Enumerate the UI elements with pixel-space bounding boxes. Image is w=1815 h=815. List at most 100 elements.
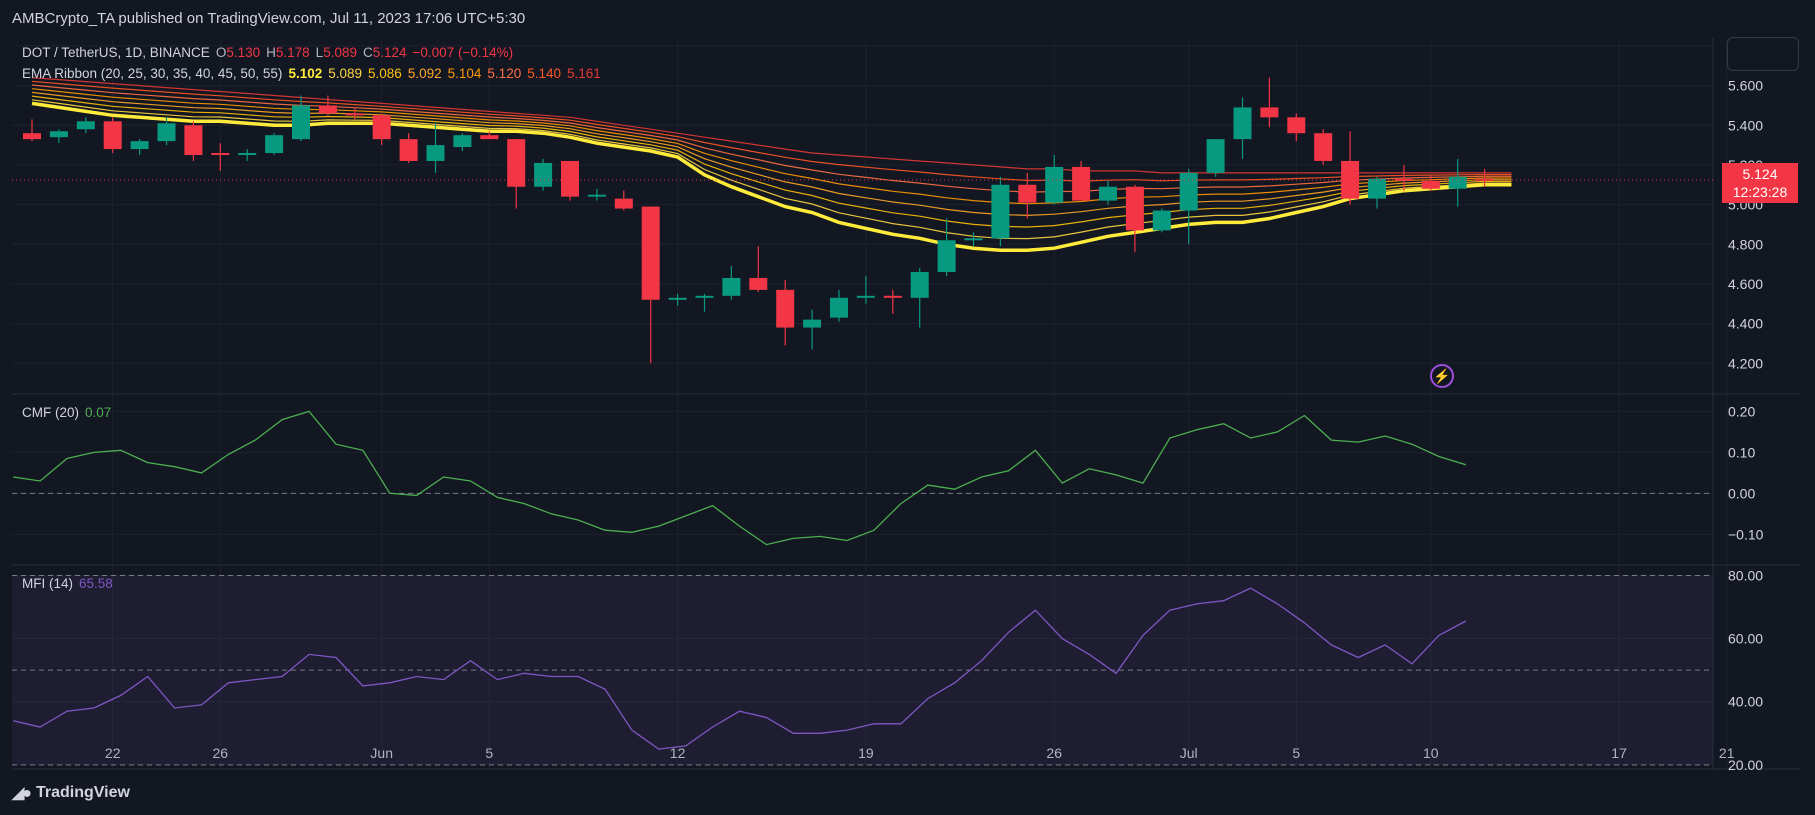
candle-body [184, 125, 203, 156]
candle-body [507, 139, 526, 187]
low-label: L [315, 45, 324, 60]
candle-body [372, 115, 391, 140]
time-tick-label: 12 [670, 745, 686, 761]
lightning-icon[interactable]: ⚡ [1430, 364, 1454, 388]
cmf-line [13, 410, 1466, 546]
cmf-tick-label: 0.10 [1728, 444, 1755, 460]
high-value: 5.178 [275, 45, 310, 60]
ema-legend: EMA Ribbon (20, 25, 30, 35, 40, 45, 50, … [22, 66, 607, 81]
candle-body [1314, 133, 1333, 161]
ema-value: 5.161 [567, 66, 601, 81]
price-tick-label: 5.400 [1728, 117, 1763, 133]
candle-body [991, 184, 1010, 239]
candle-body [265, 135, 284, 154]
time-tick-label: 17 [1611, 745, 1627, 761]
candle-body [910, 272, 929, 298]
candle-body [561, 160, 579, 197]
ema-ribbon-line [31, 95, 1512, 228]
candle-body [318, 105, 337, 114]
open-label: O [215, 45, 227, 60]
cmf-tick-label: −0.10 [1728, 526, 1764, 542]
candle-body [103, 121, 122, 150]
ema-ribbon-line [31, 88, 1512, 205]
candle-body [345, 113, 364, 116]
ema-value: 5.102 [288, 66, 323, 81]
candle-body [587, 194, 606, 197]
mfi-tick-label: 20.00 [1728, 757, 1763, 773]
time-tick-label: 5 [485, 745, 493, 761]
mfi-line [13, 587, 1467, 750]
bar-countdown: 12:23:28 [1732, 184, 1788, 200]
cmf-name: CMF (20) [22, 405, 79, 420]
footer-brand: TradingView [35, 784, 130, 801]
time-tick-label: 10 [1423, 745, 1439, 761]
cmf-tick-label: 0.00 [1728, 485, 1755, 501]
candle-body [776, 289, 795, 328]
time-tick-label: 22 [105, 745, 121, 761]
price-tick-label: 4.400 [1728, 316, 1763, 332]
ema-ribbon-line [31, 84, 1512, 193]
mfi-legend: MFI (14) 65.58 [22, 576, 119, 591]
candle-body [426, 145, 445, 161]
candle-body [1287, 117, 1306, 134]
candle-body [830, 297, 848, 318]
candle-body [695, 295, 714, 298]
tradingview-footer: ◢● TradingView [12, 783, 130, 803]
mfi-pane [12, 574, 1713, 766]
candle-body [1045, 166, 1064, 203]
chart-settings-box[interactable] [1727, 37, 1799, 71]
time-tick-label: 5 [1292, 745, 1300, 761]
candle-body [937, 240, 956, 273]
close-label: C [362, 45, 373, 60]
high-label: H [266, 45, 276, 60]
time-tick-label: Jun [370, 745, 393, 761]
mfi-tick-label: 80.00 [1728, 567, 1763, 583]
price-tick-label: 4.600 [1728, 276, 1763, 292]
ema-value: 5.104 [447, 66, 482, 81]
tradingview-logo-icon: ◢● [12, 785, 32, 802]
candle-body [23, 133, 41, 140]
mfi-tick-label: 60.00 [1728, 631, 1763, 647]
candle-body [292, 105, 310, 140]
ema-value: 5.086 [368, 66, 402, 81]
main-legend: DOT / TetherUS, 1D, BINANCE O5.130 H5.178 L… [22, 45, 519, 60]
candle-body [211, 153, 230, 156]
candle-body [749, 277, 768, 290]
candle-body [1448, 176, 1467, 189]
cmf-tick-label: 0.20 [1728, 403, 1755, 419]
ema-ribbon-line [31, 101, 1512, 252]
candle-body [1368, 178, 1386, 199]
candle-body [1421, 180, 1440, 189]
price-pane [12, 77, 1713, 364]
time-tick-label: 26 [1046, 745, 1062, 761]
candle-body [534, 162, 553, 187]
candle-body [614, 198, 633, 209]
publisher-header: AMBCrypto_TA published on TradingView.co… [0, 0, 1815, 38]
price-tick-label: 5.600 [1728, 78, 1763, 94]
candle-body [668, 297, 687, 300]
candle-body [1260, 107, 1279, 118]
cmf-value: 0.07 [85, 405, 112, 420]
ema-value: 5.089 [328, 66, 363, 81]
ema-ribbon-line [31, 77, 1512, 174]
candle-body [1099, 186, 1117, 201]
candle-body [1072, 166, 1091, 201]
change-value: −0.007 (−0.14%) [412, 45, 514, 60]
candle-body [1394, 178, 1413, 181]
last-price: 5.124 [1742, 166, 1778, 182]
open-value: 5.130 [226, 45, 261, 60]
mfi-name: MFI (14) [22, 576, 74, 591]
candle-body [157, 123, 176, 142]
time-tick-label: 26 [213, 745, 229, 761]
ema-value: 5.092 [407, 66, 442, 81]
candle-body [883, 295, 902, 298]
candle-body [453, 135, 472, 148]
candle-body [1152, 210, 1171, 231]
candle-body [1125, 186, 1144, 231]
candle-body [856, 295, 875, 298]
candle-body [480, 135, 499, 140]
last-price-badge: 5.124 12:23:28 [1722, 163, 1798, 203]
candle-body [76, 121, 95, 130]
candle-body [399, 139, 418, 161]
